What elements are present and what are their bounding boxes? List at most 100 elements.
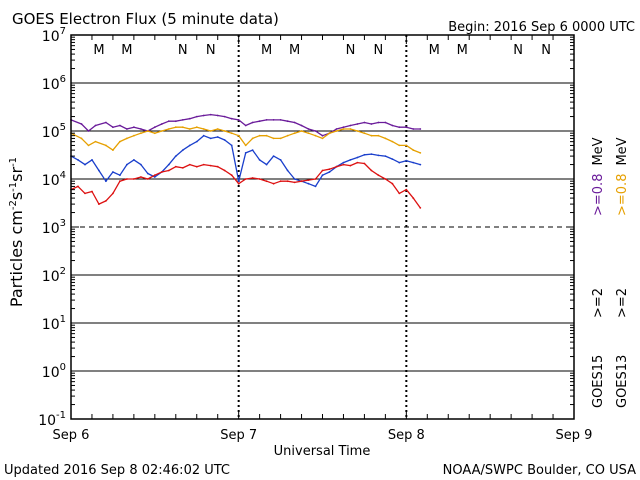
series-2-point-49 [412,161,415,164]
series-2-point-7 [119,174,121,177]
series-1-point-12 [160,130,163,132]
series-0-point-39 [349,124,352,127]
event-marker-11: N [541,43,551,58]
series-0-point-32 [300,124,303,127]
series-3-point-13 [160,171,163,173]
series-1-point-27 [265,134,268,137]
series-2-point-37 [328,171,331,173]
series-3-point-4 [98,203,100,206]
series-2-point-11 [146,172,149,175]
series-3-point-50 [419,207,422,209]
series-3-point-27 [258,178,261,180]
series-3-point-5 [105,200,107,202]
series-0-point-28 [272,119,275,121]
y-tick-label-5: 105 [42,122,66,141]
series-3-point-42 [363,162,366,165]
series-0-point-24 [244,124,247,127]
series-1-point-44 [384,137,387,140]
series-0-point-6 [119,124,121,127]
series-0-point-13 [167,120,170,123]
series-0-point-18 [202,114,205,117]
series-1-point-1 [80,137,83,140]
series-3-point-16 [181,167,184,169]
x-tick-label-Sep-8: Sep 8 [388,428,425,443]
series-2-point-5 [105,180,107,183]
series-1-point-39 [349,128,352,130]
series-1-point-26 [258,134,261,137]
series-1-point-14 [174,126,177,129]
series-1-point-23 [237,134,240,137]
series-0-point-37 [335,128,338,130]
series-2-point-20 [209,137,212,140]
series-0-point-20 [216,114,219,117]
gridlines [71,82,574,372]
series-2-point-12 [153,176,156,178]
legend-goes13: GOES13 [615,355,630,408]
series-3-point-32 [293,181,296,184]
x-axis-ticks: Sep 6 Sep 7 Sep 8 Sep 9 [53,35,592,443]
series-2-point-26 [251,149,254,152]
series-1-point-40 [356,130,359,132]
series-3-point-39 [342,163,345,166]
series-3-point-1 [77,185,79,188]
series-2-point-21 [216,136,219,138]
series-3-point-17 [188,163,191,166]
series-0-point-35 [321,134,324,137]
y-tick-label-1: 101 [42,314,66,333]
series-0-point-41 [363,121,366,124]
series-1-point-4 [105,144,107,147]
series-1-point-43 [377,134,380,137]
series-3-point-2 [84,192,86,195]
series-2-point-35 [314,185,317,188]
series-2-point-9 [133,159,135,161]
series-3-point-41 [356,161,359,164]
series-2-point-17 [188,144,191,147]
legend-goes13-unit: MeV [615,137,630,165]
day-dividers [237,35,408,419]
credit-label: NOAA/SWPC Boulder, CO USA [443,463,636,478]
series-1-point-29 [279,137,282,140]
series-lines [70,113,422,209]
series-3-point-43 [370,169,373,172]
series-0-point-26 [258,120,261,123]
series-1-point-5 [112,149,114,152]
series-3-point-26 [251,177,254,179]
series-3-point-38 [335,165,338,168]
updated-timestamp: Updated 2016 Sep 8 02:46:02 UTC [4,463,230,478]
event-marker-10: N [513,43,523,58]
series-3-point-20 [209,164,212,167]
series-2-point-39 [342,161,345,164]
series-2-point-32 [293,178,296,180]
series-2-point-14 [167,163,170,166]
series-2-point-15 [174,155,177,158]
series-2-point-48 [405,159,408,162]
series-0-point-8 [133,126,135,129]
series-3-point-49 [412,197,415,200]
series-1-point-18 [202,128,205,130]
series-0-point-45 [391,124,394,127]
series-2-point-50 [419,163,422,166]
series-0-point-49 [419,128,422,130]
legend-goes15: GOES15 [591,355,606,408]
event-marker-2: N [178,43,188,58]
series-3-point-22 [223,169,226,172]
series-3-point-40 [349,164,352,167]
series-3-point-34 [307,179,310,182]
series-0-point-7 [126,128,128,130]
series-3-point-37 [328,168,331,171]
series-1-point-22 [230,132,233,135]
series-2-point-45 [384,155,387,158]
series-0-point-48 [412,128,415,130]
series-2-point-47 [398,161,401,164]
series-1-point-6 [119,140,121,143]
series-2-point-30 [279,159,282,161]
y-tick-label-0: 100 [42,362,66,381]
legend-goes15-unit: MeV [591,137,606,165]
series-0-point-3 [94,124,97,127]
series-1-point-35 [321,137,324,140]
series-2-point-40 [349,159,352,161]
series-0-point-12 [160,123,163,125]
series-3-point-48 [405,188,408,191]
series-2-point-2 [84,163,86,166]
series-3-point-21 [216,165,219,168]
